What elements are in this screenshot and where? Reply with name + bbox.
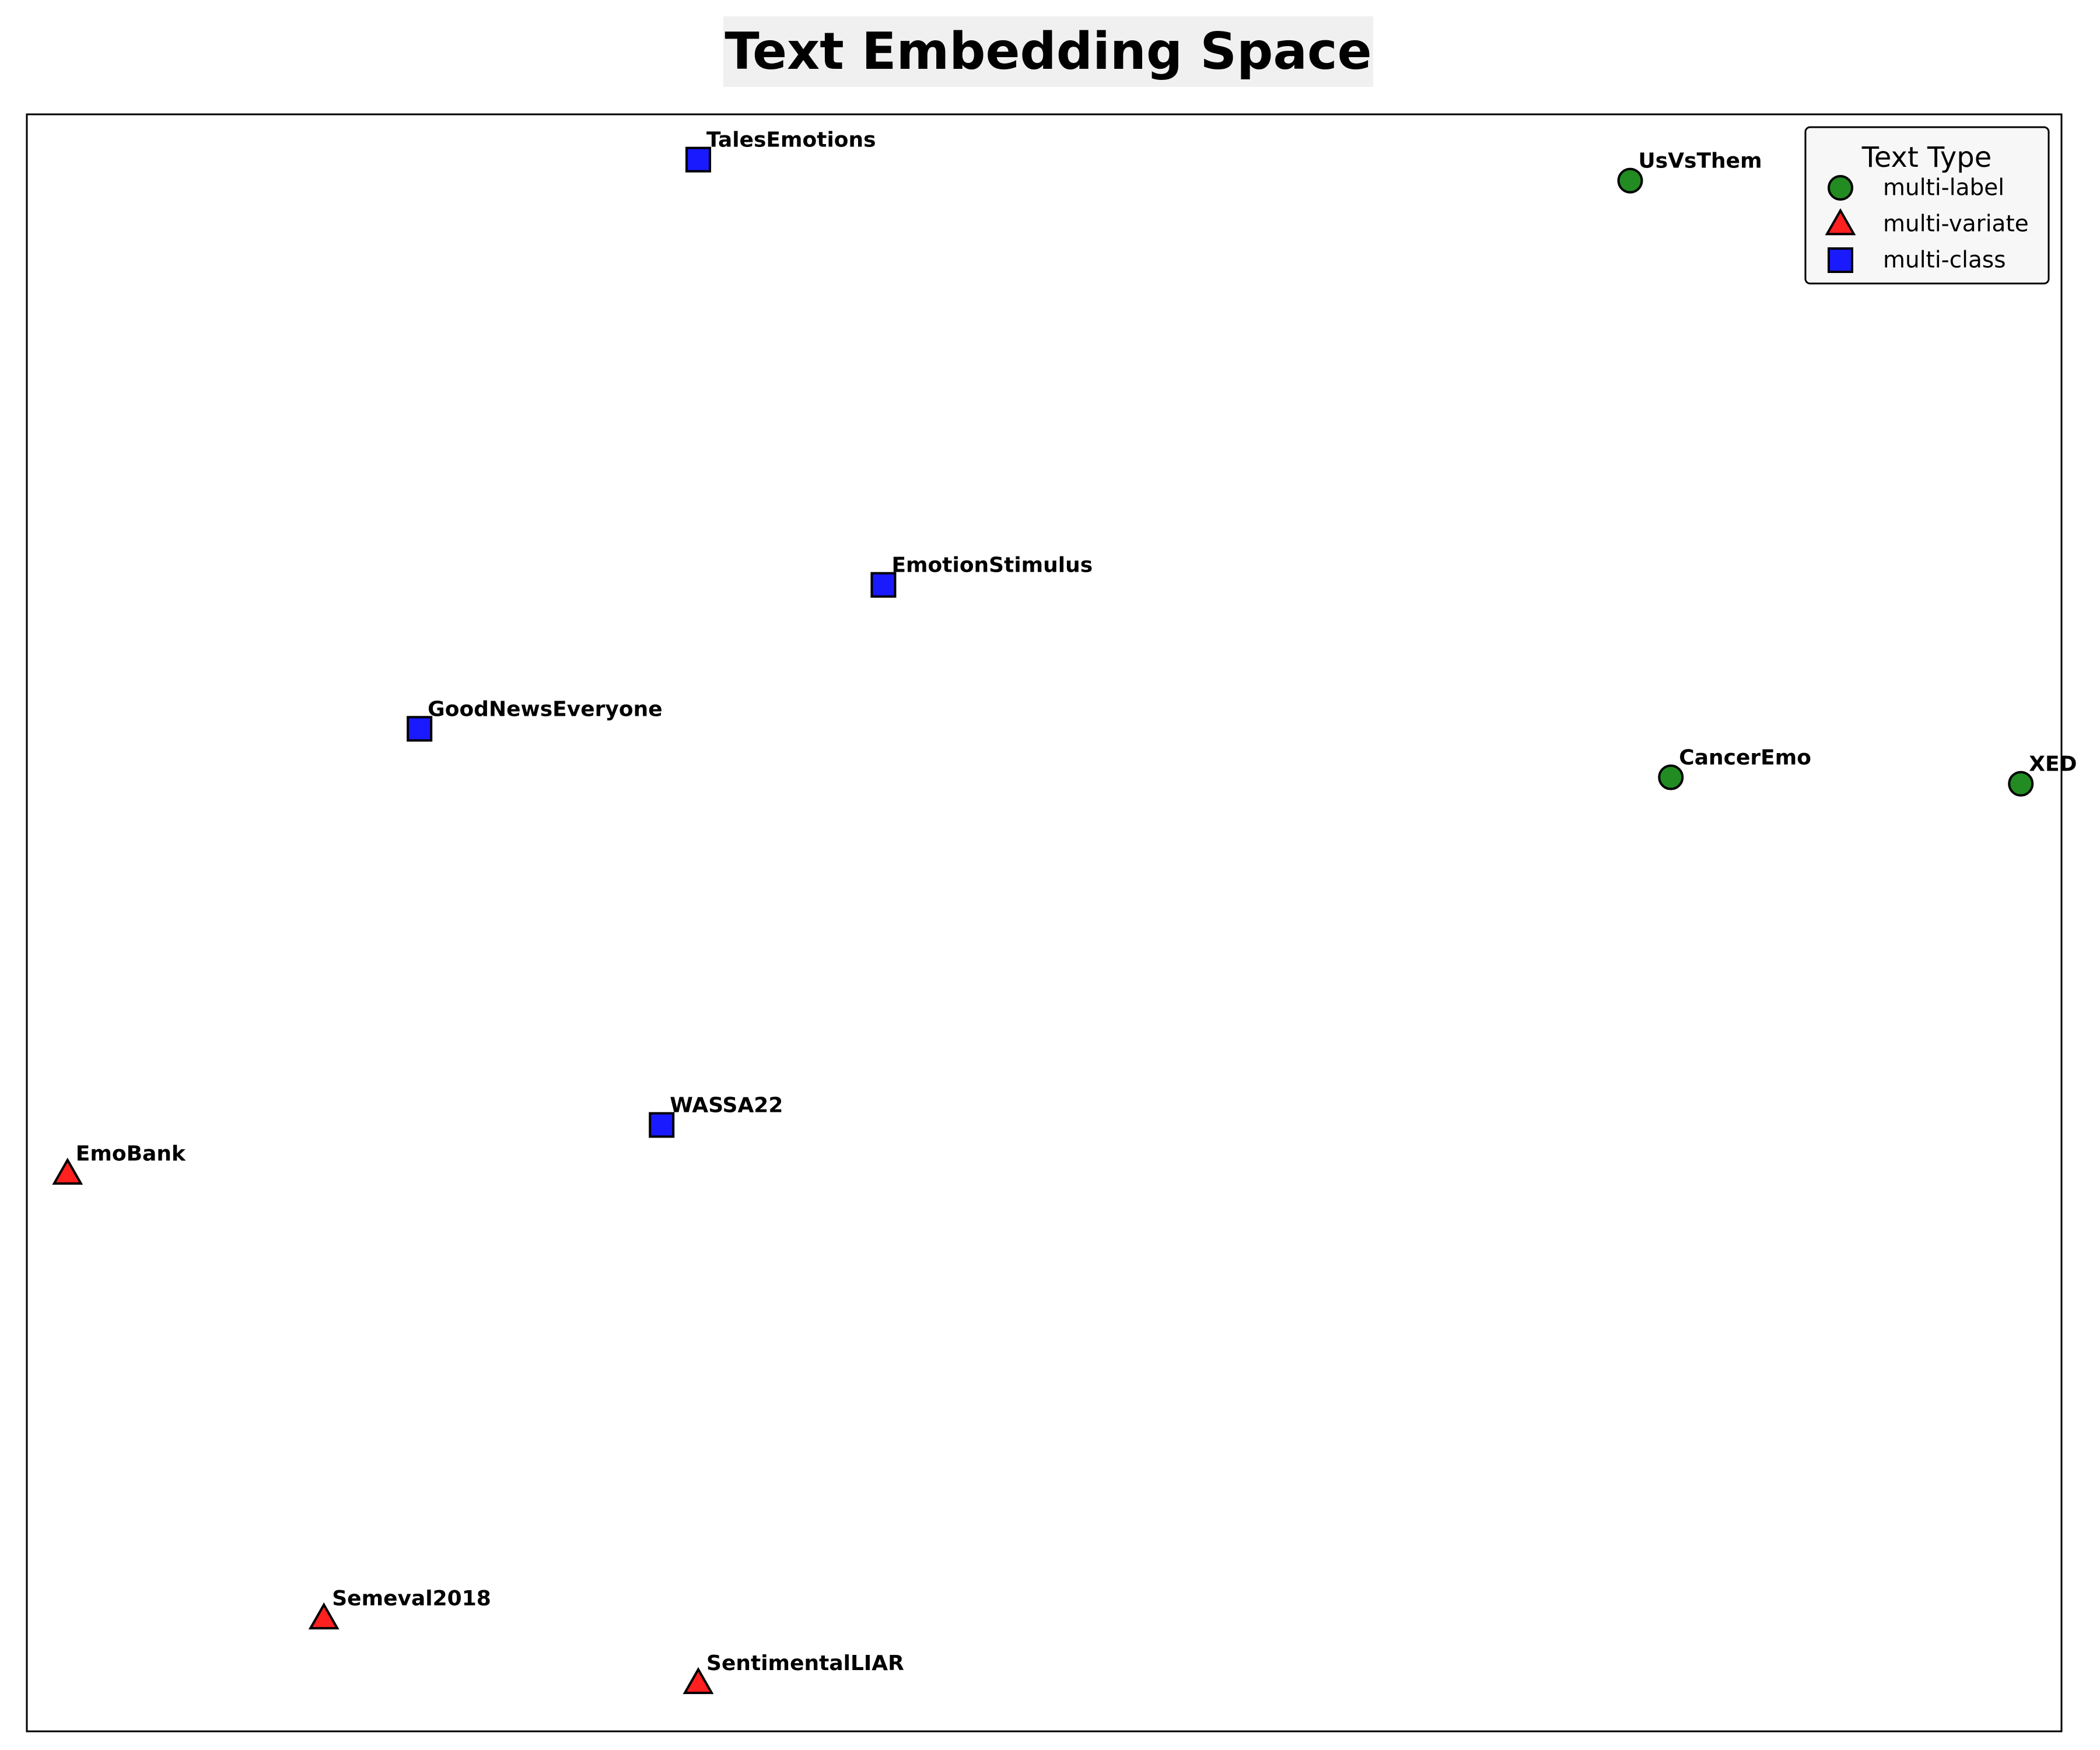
- point-label-emobank: EmoBank: [76, 1142, 186, 1166]
- point-label-wassa22: WASSA22: [670, 1094, 783, 1118]
- data-point-sentimentalliar: [682, 1667, 714, 1695]
- legend-frame: [1804, 126, 2050, 285]
- legend-label-multi-class: multi-class: [1883, 247, 2006, 274]
- chart-title: Text Embedding Space: [724, 22, 1371, 81]
- point-label-sentimentalliar: SentimentalLIAR: [706, 1651, 904, 1675]
- data-point-talesemotions: [685, 146, 712, 173]
- chart-title-background: [723, 16, 1373, 87]
- data-point-emotionstimulus: [870, 572, 897, 598]
- point-label-semeval2018: Semeval2018: [332, 1587, 491, 1611]
- legend-label-multi-label: multi-label: [1883, 175, 2004, 201]
- data-point-goodnewseveryone: [407, 716, 433, 742]
- legend: Text Type multi-labelmulti-variatemulti-…: [1804, 126, 2050, 285]
- point-label-emotionstimulus: EmotionStimulus: [891, 554, 1093, 578]
- legend-entries: multi-label multi-variate multi-class: [1825, 175, 2029, 274]
- data-point-usvsthem: [1617, 167, 1643, 194]
- data-point-wassa22: [649, 1112, 675, 1138]
- legend-label-multi-variate: multi-variate: [1883, 211, 2029, 237]
- point-label-xed: XED: [2029, 752, 2077, 776]
- data-point-xed: [2008, 771, 2034, 797]
- data-points: UsVsThem CancerEmo XED EmoBank Semeval2018 Se…: [52, 128, 2077, 1695]
- legend-title: Text Type: [1861, 141, 1992, 174]
- legend-marker-multi-label: [1828, 175, 1853, 201]
- legend-marker-multi-variate: [1825, 208, 1856, 236]
- point-label-talesemotions: TalesEmotions: [706, 128, 876, 152]
- data-point-semeval2018: [308, 1602, 340, 1630]
- data-point-canceremo: [1658, 764, 1684, 790]
- point-label-usvsthem: UsVsThem: [1639, 149, 1762, 173]
- plot-area: [26, 113, 2063, 1732]
- legend-marker-multi-class: [1828, 247, 1853, 273]
- point-label-goodnewseveryone: GoodNewsEveryone: [428, 697, 663, 721]
- data-point-emobank: [52, 1157, 83, 1185]
- point-label-canceremo: CancerEmo: [1679, 746, 1811, 770]
